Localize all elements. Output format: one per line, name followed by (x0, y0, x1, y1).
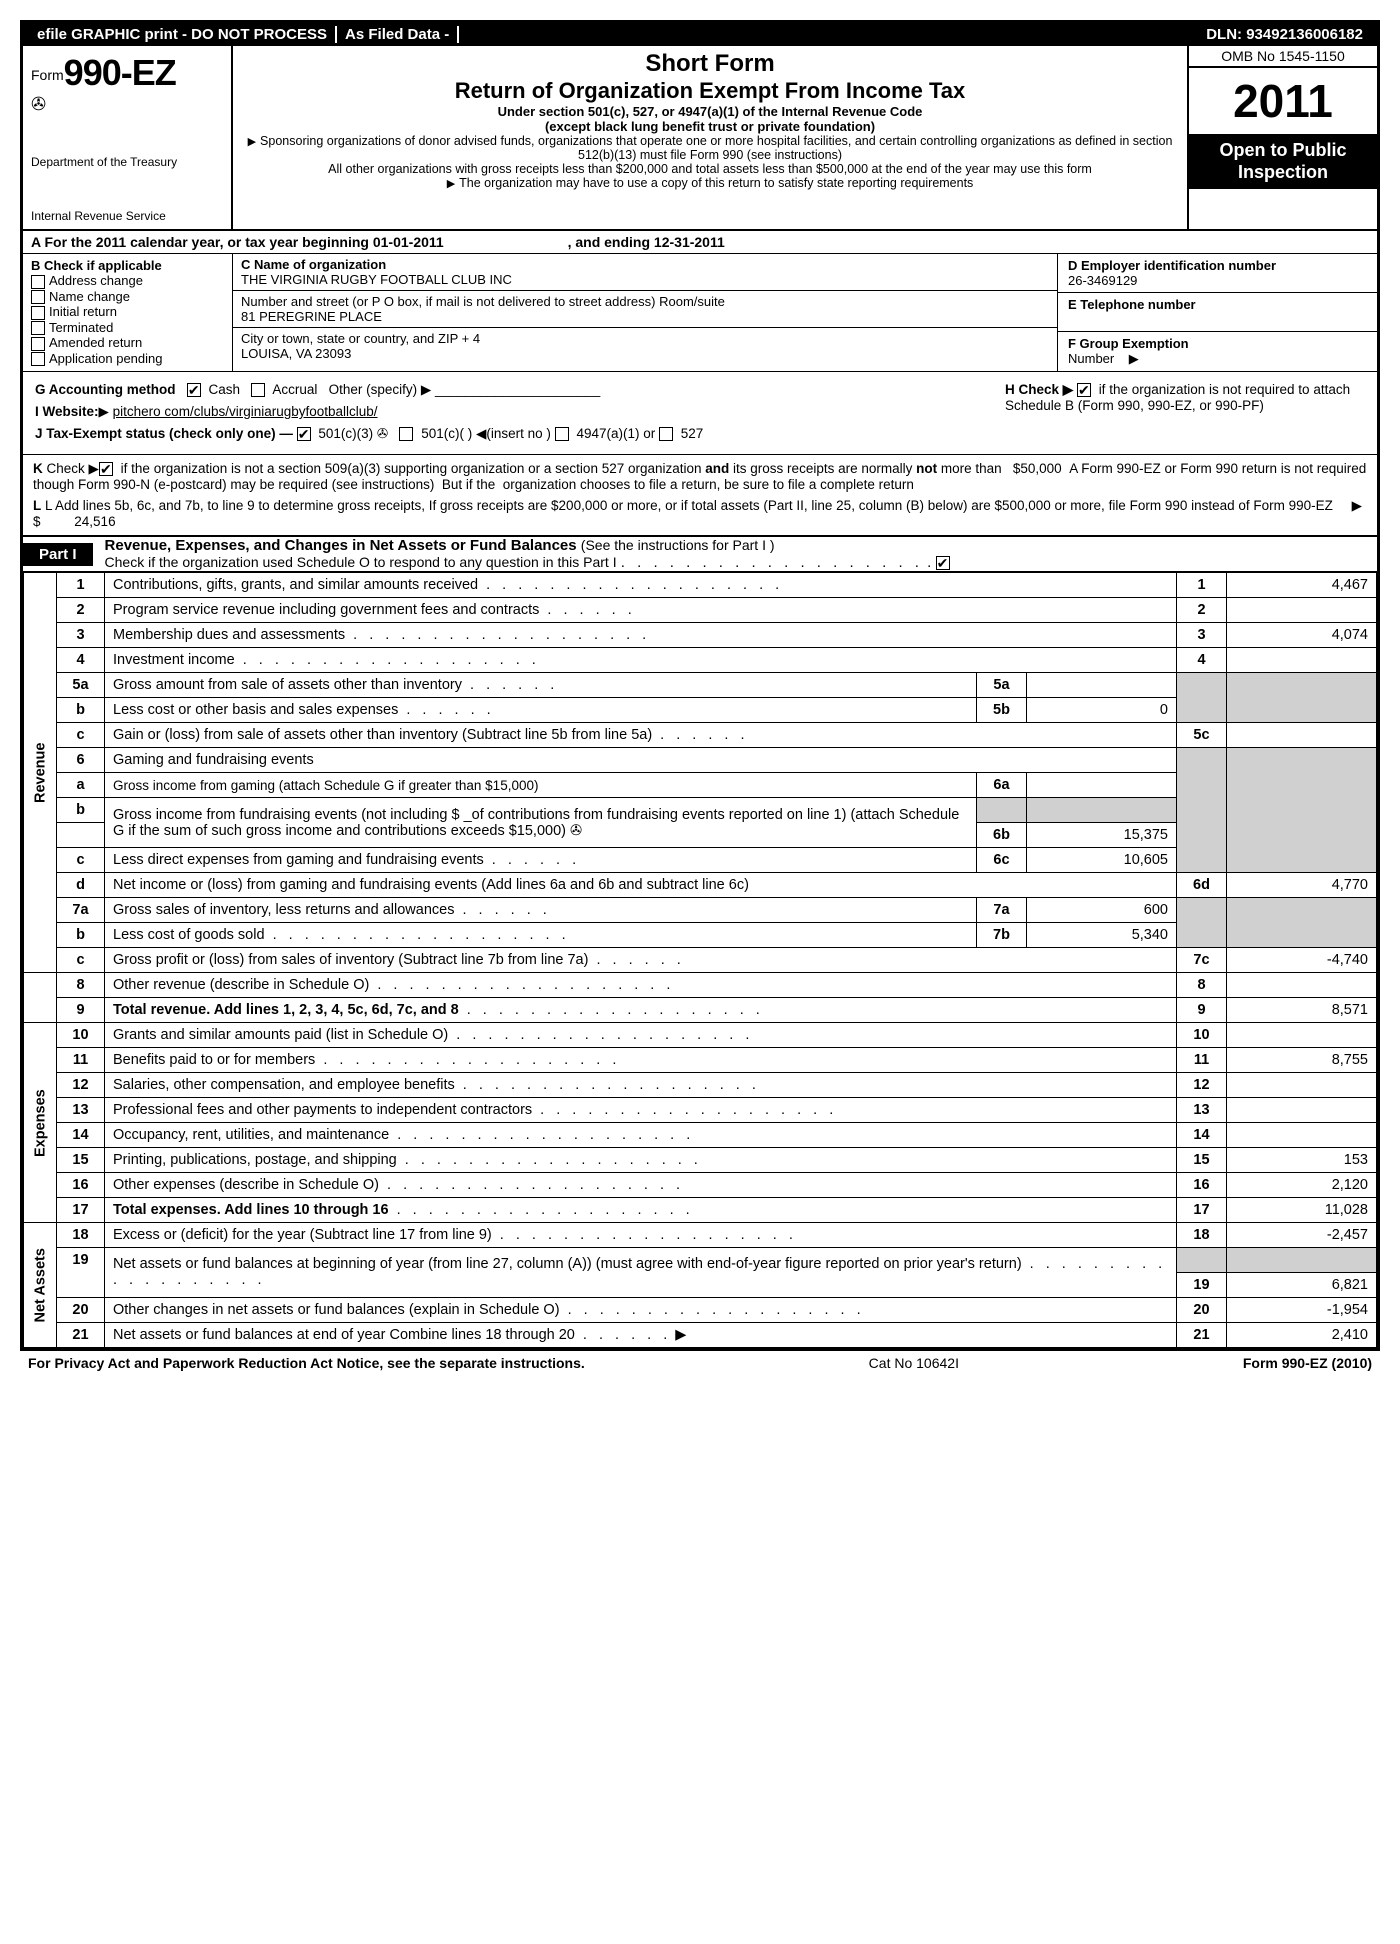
line-7b: b Less cost of goods sold 7b 5,340 (24, 923, 1377, 948)
line-20: 20 Other changes in net assets or fund b… (24, 1297, 1377, 1322)
header-right: OMB No 1545-1150 2011 Open to Public Ins… (1187, 46, 1377, 229)
chk-accrual[interactable] (251, 383, 265, 397)
line-19a: 19 Net assets or fund balances at beginn… (24, 1248, 1377, 1273)
irs-label: Internal Revenue Service (31, 209, 223, 223)
org-city: LOUISA, VA 23093 (241, 346, 1049, 361)
revenue-label: Revenue (24, 573, 57, 973)
org-name: THE VIRGINIA RUGBY FOOTBALL CLUB INC (241, 272, 1049, 287)
chk-h[interactable] (1077, 383, 1091, 397)
line-2: 2 Program service revenue including gove… (24, 598, 1377, 623)
line-5a: 5a Gross amount from sale of assets othe… (24, 673, 1377, 698)
calendar-year-row: A For the 2011 calendar year, or tax yea… (23, 231, 1377, 254)
ein-value: 26-3469129 (1068, 273, 1137, 288)
chk-pending[interactable] (31, 352, 45, 366)
chk-527[interactable] (659, 427, 673, 441)
section-kl: K Check ▶ if the organization is not a s… (23, 455, 1377, 537)
line-6d: d Net income or (loss) from gaming and f… (24, 873, 1377, 898)
chk-name[interactable] (31, 290, 45, 304)
k-text: if the organization is not a section 509… (33, 461, 1366, 492)
line-11: 11 Benefits paid to or for members 11 8,… (24, 1048, 1377, 1073)
omb-no: OMB No 1545-1150 (1189, 46, 1377, 68)
header-left: Form990-EZ ✇ Department of the Treasury … (23, 46, 233, 229)
chk-cash[interactable] (187, 383, 201, 397)
chk-501c[interactable] (399, 427, 413, 441)
form-990ez: efile GRAPHIC print - DO NOT PROCESS As … (20, 20, 1380, 1351)
part1-tag: Part I (23, 543, 93, 566)
l-text: L Add lines 5b, 6c, and 7b, to line 9 to… (45, 498, 1333, 513)
line-7a: 7a Gross sales of inventory, less return… (24, 898, 1377, 923)
as-filed-label: As Filed Data - (335, 26, 459, 43)
line-8: 8 Other revenue (describe in Schedule O)… (24, 973, 1377, 998)
privacy-notice: For Privacy Act and Paperwork Reduction … (28, 1355, 585, 1371)
chk-schedO[interactable] (936, 556, 950, 570)
line-7c: c Gross profit or (loss) from sales of i… (24, 948, 1377, 973)
org-address: 81 PEREGRINE PLACE (241, 309, 1049, 324)
website-url: pitchero com/clubs/virginiarugbyfootball… (113, 404, 378, 419)
line-5b: b Less cost or other basis and sales exp… (24, 698, 1377, 723)
expenses-label: Expenses (24, 1023, 57, 1223)
netassets-label: Net Assets (24, 1223, 57, 1348)
header-center: Short Form Return of Organization Exempt… (233, 46, 1187, 229)
line-6: 6 Gaming and fundraising events (24, 748, 1377, 773)
line-14: 14 Occupancy, rent, utilities, and maint… (24, 1123, 1377, 1148)
efile-label: efile GRAPHIC print - DO NOT PROCESS (29, 26, 335, 43)
line-10: Expenses 10 Grants and similar amounts p… (24, 1023, 1377, 1048)
tax-exempt-status: J Tax-Exempt status (check only one) — 5… (35, 426, 1365, 442)
cat-no: Cat No 10642I (869, 1355, 959, 1371)
h-check: H Check ▶ if the organization is not req… (1005, 382, 1365, 413)
line-6a: a Gross income from gaming (attach Sched… (24, 773, 1377, 798)
chk-4947[interactable] (555, 427, 569, 441)
line-5c: c Gain or (loss) from sale of assets oth… (24, 723, 1377, 748)
l-amount: 24,516 (74, 514, 115, 529)
line-9: 9 Total revenue. Add lines 1, 2, 3, 4, 5… (24, 998, 1377, 1023)
chk-501c3[interactable] (297, 427, 311, 441)
check-applicable: B Check if applicable Address change Nam… (23, 254, 233, 371)
section-gij: H Check ▶ if the organization is not req… (23, 372, 1377, 455)
line-12: 12 Salaries, other compensation, and emp… (24, 1073, 1377, 1098)
tax-year: 2011 (1189, 68, 1377, 134)
line-6c: c Less direct expenses from gaming and f… (24, 848, 1377, 873)
line-21: 21 Net assets or fund balances at end of… (24, 1322, 1377, 1347)
id-numbers: D Employer identification number 26-3469… (1057, 254, 1377, 371)
form-header: Form990-EZ ✇ Department of the Treasury … (23, 46, 1377, 231)
line-1: Revenue 1 Contributions, gifts, grants, … (24, 573, 1377, 598)
form-title: Return of Organization Exempt From Incom… (241, 78, 1179, 104)
chk-address[interactable] (31, 275, 45, 289)
part1-table: Revenue 1 Contributions, gifts, grants, … (23, 572, 1377, 1348)
form-ref: Form 990-EZ (2010) (1243, 1355, 1372, 1371)
chk-amended[interactable] (31, 337, 45, 351)
page-footer: For Privacy Act and Paperwork Reduction … (20, 1351, 1380, 1375)
dln: DLN: 93492136006182 (1198, 26, 1371, 43)
chk-initial[interactable] (31, 306, 45, 320)
org-info: C Name of organization THE VIRGINIA RUGB… (233, 254, 1057, 371)
open-public: Open to Public Inspection (1189, 134, 1377, 189)
line-15: 15 Printing, publications, postage, and … (24, 1148, 1377, 1173)
line-6b: b Gross income from fundraising events (… (24, 798, 1377, 823)
line-16: 16 Other expenses (describe in Schedule … (24, 1173, 1377, 1198)
line-13: 13 Professional fees and other payments … (24, 1098, 1377, 1123)
line-17: 17 Total expenses. Add lines 10 through … (24, 1198, 1377, 1223)
top-strip: efile GRAPHIC print - DO NOT PROCESS As … (23, 23, 1377, 46)
dept-treasury: Department of the Treasury (31, 155, 223, 169)
part1-header: Part I Revenue, Expenses, and Changes in… (23, 537, 1377, 572)
short-form-label: Short Form (241, 50, 1179, 78)
chk-terminated[interactable] (31, 321, 45, 335)
form-number: 990-EZ (64, 52, 176, 93)
section-b: B Check if applicable Address change Nam… (23, 254, 1377, 372)
line-3: 3 Membership dues and assessments 3 4,07… (24, 623, 1377, 648)
line-4: 4 Investment income 4 (24, 648, 1377, 673)
line-18: Net Assets 18 Excess or (deficit) for th… (24, 1223, 1377, 1248)
chk-k[interactable] (99, 462, 113, 476)
